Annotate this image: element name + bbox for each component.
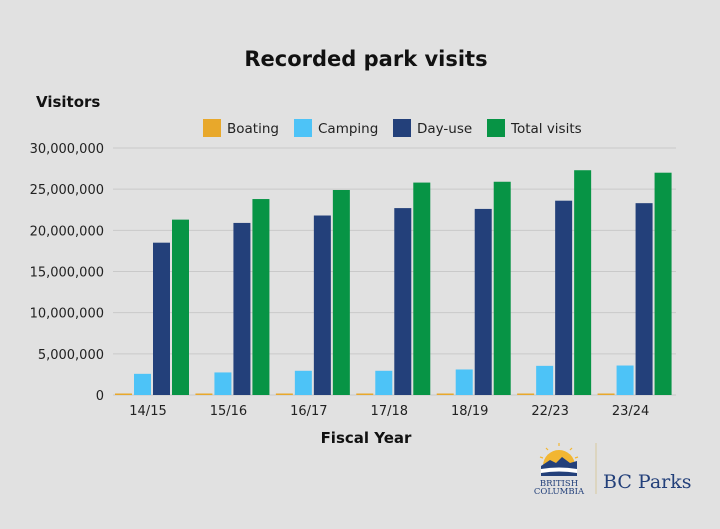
legend-label: Boating bbox=[227, 121, 279, 137]
x-tick-label: 18/19 bbox=[451, 404, 488, 419]
x-tick-label: 22/23 bbox=[531, 404, 568, 419]
legend-label: Total visits bbox=[510, 121, 582, 137]
legend-swatch-day-use bbox=[393, 119, 411, 137]
x-axis-title: Fiscal Year bbox=[321, 429, 412, 447]
y-tick-label: 0 bbox=[96, 389, 104, 404]
bar-total-visits-22-23 bbox=[574, 170, 592, 395]
y-tick-label: 25,000,000 bbox=[30, 183, 104, 198]
bc-parks-logo: BRITISH COLUMBIA BC Parks bbox=[534, 443, 692, 497]
logo-columbia: COLUMBIA bbox=[534, 487, 585, 497]
bar-total-visits-23-24 bbox=[654, 172, 672, 395]
legend: Boating Camping Day-use Total visits bbox=[203, 119, 582, 137]
y-tick-label: 10,000,000 bbox=[30, 307, 104, 322]
bar-day-use-14-15 bbox=[153, 242, 170, 395]
bar-boating-17-18 bbox=[356, 393, 374, 395]
bar-day-use-18-19 bbox=[474, 208, 492, 395]
bar-camping-15-16 bbox=[214, 372, 232, 395]
bar-camping-18-19 bbox=[455, 369, 473, 395]
bar-camping-23-24 bbox=[616, 365, 634, 395]
bar-total-visits-14-15 bbox=[172, 219, 189, 395]
y-tick-label: 20,000,000 bbox=[30, 224, 104, 239]
bars bbox=[115, 170, 672, 395]
bar-day-use-22-23 bbox=[555, 200, 573, 395]
bar-boating-16-17 bbox=[275, 393, 293, 395]
bar-total-visits-15-16 bbox=[252, 199, 270, 395]
bar-camping-17-18 bbox=[375, 370, 393, 395]
bar-total-visits-17-18 bbox=[413, 182, 431, 395]
y-axis-ticks: 0 5,000,000 10,000,000 15,000,000 20,000,000… bbox=[30, 142, 104, 404]
legend-swatch-camping bbox=[294, 119, 312, 137]
bar-total-visits-16-17 bbox=[332, 189, 350, 395]
legend-label: Day-use bbox=[417, 121, 472, 137]
y-axis-title: Visitors bbox=[36, 93, 100, 111]
logo-british: BRITISH bbox=[540, 479, 578, 489]
bar-day-use-17-18 bbox=[394, 208, 412, 395]
x-tick-label: 23/24 bbox=[612, 404, 649, 419]
bar-boating-18-19 bbox=[436, 393, 454, 395]
bar-camping-22-23 bbox=[536, 365, 554, 395]
bc-sun-mountain-emblem bbox=[539, 443, 579, 476]
x-tick-label: 14/15 bbox=[129, 404, 166, 419]
legend-swatch-boating bbox=[203, 119, 221, 137]
bar-boating-23-24 bbox=[597, 393, 615, 395]
bar-day-use-16-17 bbox=[313, 215, 331, 395]
y-tick-label: 15,000,000 bbox=[30, 266, 104, 281]
bar-total-visits-18-19 bbox=[493, 181, 511, 395]
y-tick-label: 30,000,000 bbox=[30, 142, 104, 157]
x-tick-label: 15/16 bbox=[210, 404, 247, 419]
chart-title: Recorded park visits bbox=[244, 47, 487, 71]
x-tick-label: 16/17 bbox=[290, 404, 327, 419]
bar-camping-16-17 bbox=[294, 370, 312, 395]
y-tick-label: 5,000,000 bbox=[38, 348, 104, 363]
bar-camping-14-15 bbox=[134, 373, 151, 395]
bar-boating-22-23 bbox=[517, 393, 535, 395]
legend-label: Camping bbox=[318, 121, 378, 137]
x-axis-ticks: 14/15 15/16 16/17 17/18 18/19 22/23 23/24 bbox=[129, 404, 649, 419]
logo-bc-parks: BC Parks bbox=[603, 471, 692, 493]
bar-day-use-15-16 bbox=[233, 222, 251, 395]
bar-day-use-23-24 bbox=[635, 203, 653, 395]
bar-boating-14-15 bbox=[115, 393, 132, 395]
bar-boating-15-16 bbox=[195, 393, 213, 395]
x-tick-label: 17/18 bbox=[371, 404, 408, 419]
legend-swatch-total-visits bbox=[487, 119, 505, 137]
